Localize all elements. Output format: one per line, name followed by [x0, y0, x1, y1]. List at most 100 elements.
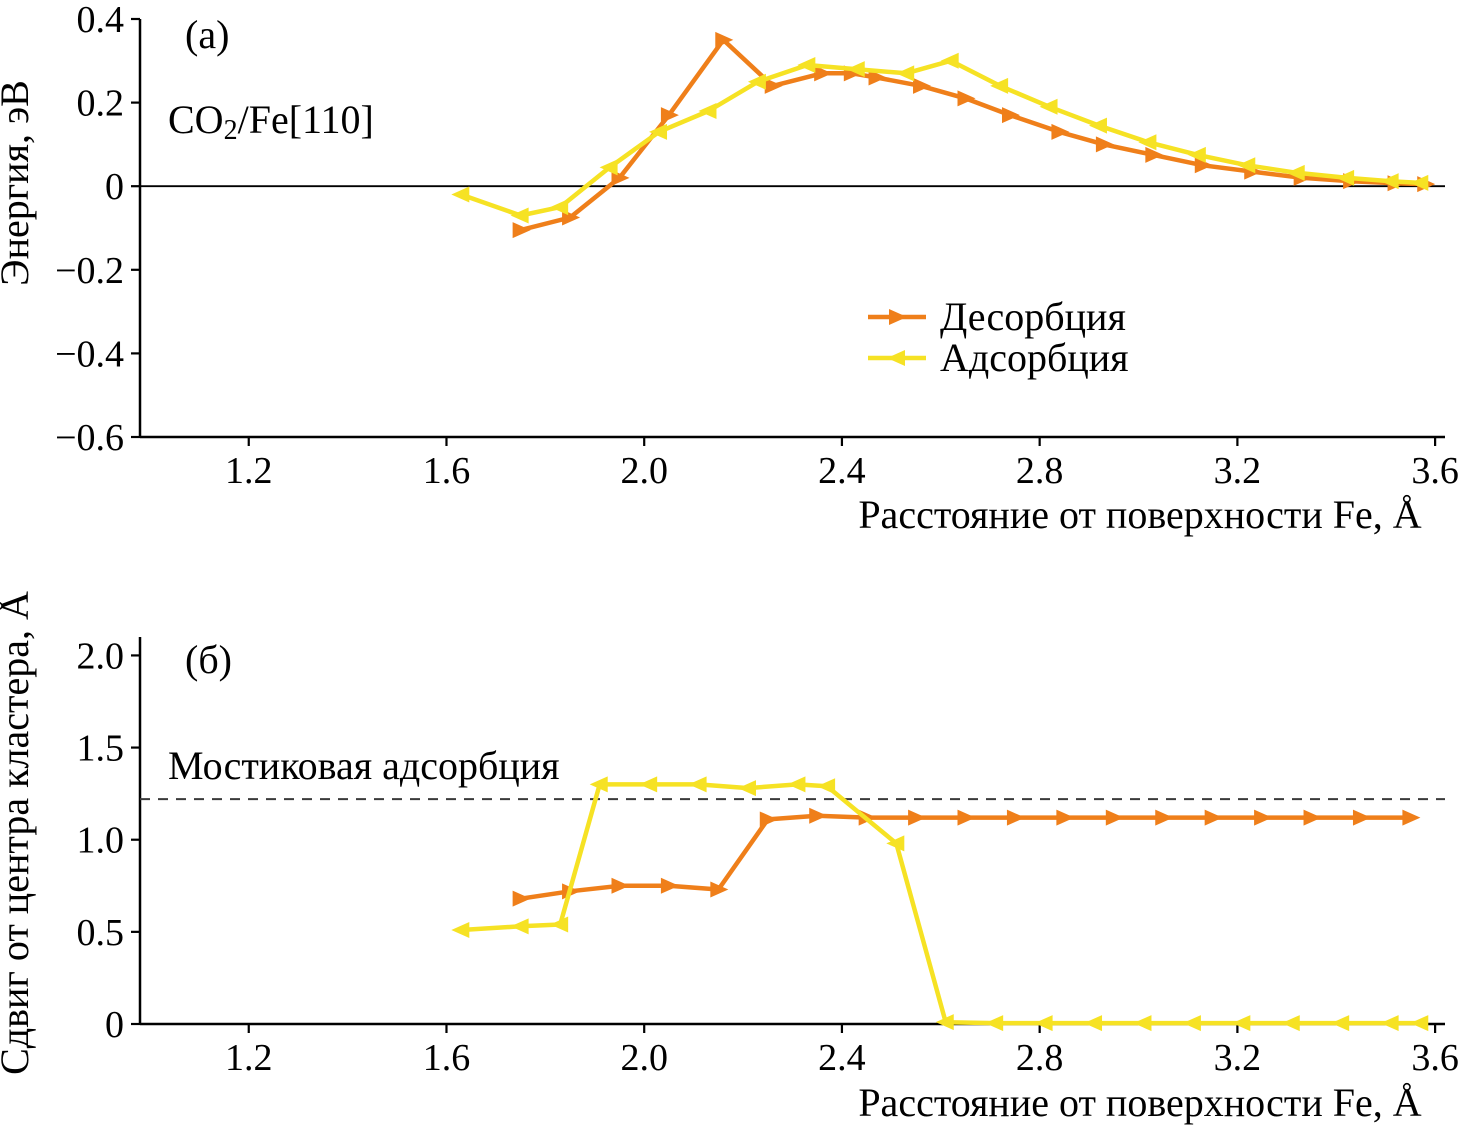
left-arrow-marker [797, 56, 816, 73]
left-arrow-marker [510, 207, 529, 224]
right-arrow-marker [715, 31, 734, 48]
left-arrow-marker [1410, 1015, 1429, 1032]
left-arrow-marker [451, 186, 470, 203]
left-arrow-marker [550, 199, 569, 216]
annotation-tail: /Fe[110] [238, 97, 374, 142]
right-arrow-marker [809, 807, 828, 824]
series-line-adsorption [459, 58, 1423, 218]
series-line-desorption [518, 813, 1413, 901]
left-arrow-marker [649, 123, 668, 140]
right-arrow-marker [1254, 809, 1273, 826]
x-tick-label: 1.6 [423, 450, 471, 492]
left-arrow-marker [1410, 174, 1429, 191]
right-arrow-marker [660, 877, 679, 894]
y-tick-label: −0.2 [55, 250, 124, 292]
x-axis-label: Расстояние от поверхности Fe, Å [858, 492, 1421, 537]
left-arrow-marker [985, 1015, 1004, 1032]
right-arrow-marker [913, 77, 932, 94]
right-arrow-marker [957, 90, 976, 107]
annotation-subscript: 2 [224, 115, 238, 146]
left-arrow-marker [935, 1014, 954, 1031]
right-arrow-marker [660, 107, 679, 124]
right-arrow-marker [1002, 107, 1020, 124]
panel-label: (а) [185, 12, 229, 57]
y-tick-label: −0.4 [55, 333, 124, 375]
right-arrow-marker [1105, 809, 1124, 826]
right-arrow-marker [1155, 809, 1174, 826]
left-arrow-marker [1237, 157, 1256, 174]
right-arrow-marker [1006, 809, 1025, 826]
left-arrow-marker [639, 776, 658, 793]
chart-panel-b: Мостиковая адсорбция 1.2 1.6 2.0 2.4 2.8 3.2 3.… [0, 591, 1459, 1125]
left-arrow-marker [510, 918, 529, 935]
left-arrow-marker [747, 73, 766, 90]
right-arrow-marker [957, 809, 976, 826]
left-arrow-marker [1182, 1015, 1201, 1032]
left-arrow-marker [846, 61, 865, 78]
right-arrow-marker [1204, 809, 1223, 826]
x-tick-label: 2.8 [1016, 1037, 1064, 1079]
right-arrow-marker [1095, 136, 1114, 153]
left-arrow-marker [738, 780, 757, 797]
left-arrow-marker [589, 776, 608, 793]
left-arrow-marker [1088, 117, 1107, 134]
left-arrow-marker [1133, 1015, 1152, 1032]
y-tick-label: 0.5 [77, 912, 125, 954]
left-arrow-marker [1380, 1015, 1399, 1032]
annotation-main: CO [168, 97, 224, 142]
left-arrow-marker [940, 52, 959, 69]
x-tick-label: 1.6 [423, 1037, 471, 1079]
left-arrow-marker [698, 102, 717, 119]
y-axis-label: Энергия, эВ [0, 80, 37, 286]
left-arrow-marker [1281, 1015, 1300, 1032]
left-arrow-marker [887, 350, 905, 366]
left-arrow-marker [817, 778, 836, 795]
right-arrow-marker [1303, 809, 1322, 826]
left-arrow-marker [1187, 146, 1206, 163]
left-arrow-marker [886, 835, 905, 852]
y-tick-label: 1.0 [77, 820, 125, 862]
right-arrow-marker [1051, 123, 1070, 140]
left-arrow-marker [1039, 98, 1058, 115]
left-arrow-marker [1034, 1015, 1053, 1032]
left-arrow-marker [1138, 134, 1157, 151]
left-arrow-marker [451, 922, 470, 939]
right-arrow-marker [814, 65, 833, 82]
chart-panel-a: 1.2 1.6 2.0 2.4 2.8 3.2 3.6 0.4 0.2 0 −0.2 −0.4 −0.6… [0, 0, 1459, 537]
x-tick-label: 1.2 [225, 450, 273, 492]
series-line-adsorption [459, 782, 1423, 1026]
x-tick-label: 2.4 [818, 1037, 866, 1079]
bridge-adsorption-label: Мостиковая адсорбция [168, 743, 560, 788]
left-arrow-marker [688, 776, 707, 793]
x-tick-label: 3.2 [1214, 1037, 1262, 1079]
left-arrow-marker [1336, 169, 1355, 186]
left-arrow-marker [1331, 1015, 1350, 1032]
right-arrow-marker [611, 877, 630, 894]
y-tick-label: −0.6 [55, 417, 124, 459]
left-arrow-marker [1380, 173, 1399, 190]
right-arrow-marker [1056, 809, 1075, 826]
left-arrow-marker [550, 916, 569, 933]
right-arrow-marker [1352, 809, 1371, 826]
right-arrow-marker [764, 77, 783, 94]
left-arrow-marker [1084, 1015, 1103, 1032]
right-arrow-marker [759, 811, 778, 828]
right-arrow-marker [1402, 809, 1421, 826]
right-arrow-marker [1145, 146, 1164, 163]
y-tick-label: 2.0 [77, 635, 125, 677]
y-tick-label: 0.2 [77, 83, 125, 125]
y-axis-label: Сдвиг от центра кластера, Å [0, 591, 37, 1075]
x-tick-label: 3.6 [1411, 450, 1459, 492]
panel-label: (б) [185, 637, 232, 682]
right-arrow-marker [889, 309, 907, 325]
x-tick-label: 3.6 [1411, 1037, 1459, 1079]
right-arrow-marker [1194, 157, 1213, 174]
right-arrow-marker [908, 809, 927, 826]
x-tick-label: 2.8 [1016, 450, 1064, 492]
right-arrow-marker [868, 69, 887, 86]
y-tick-label: 0.4 [77, 0, 125, 41]
left-arrow-marker [1232, 1015, 1251, 1032]
y-tick-label: 0 [105, 166, 124, 208]
x-tick-label: 2.0 [620, 450, 668, 492]
